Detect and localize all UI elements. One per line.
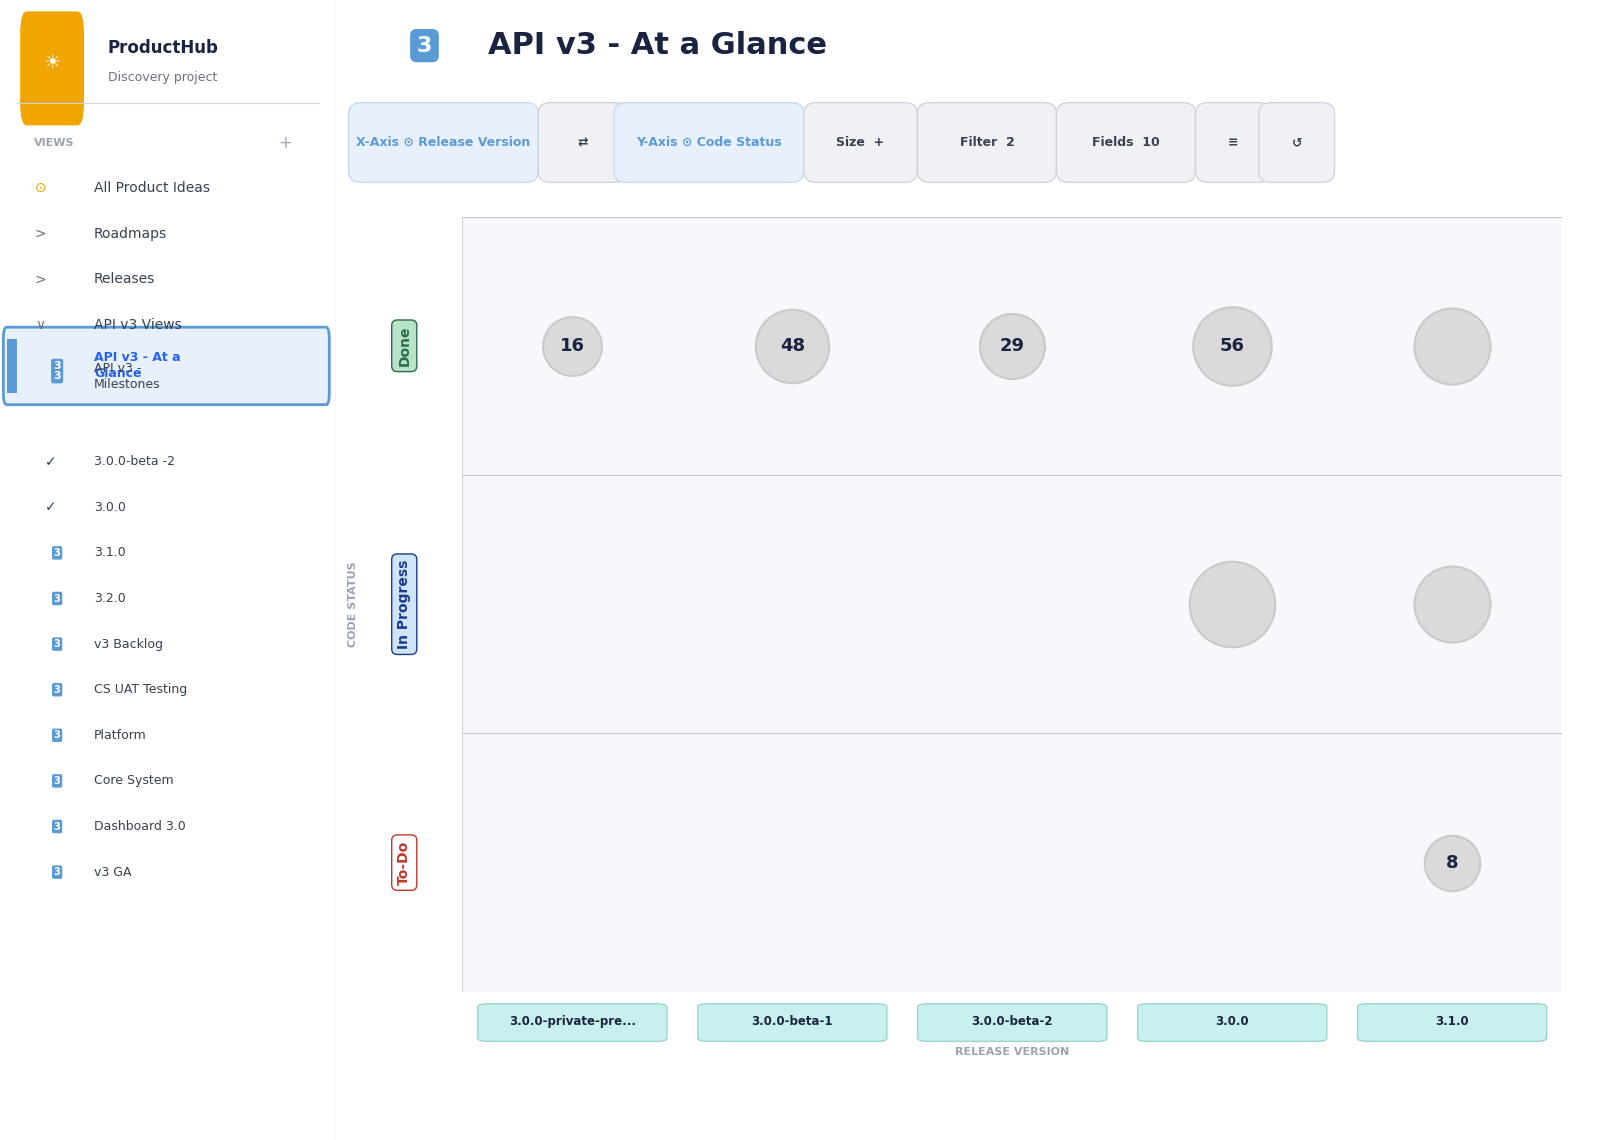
FancyBboxPatch shape <box>698 1004 886 1042</box>
FancyBboxPatch shape <box>478 1004 667 1042</box>
Text: CS UAT Testing: CS UAT Testing <box>94 683 187 697</box>
Text: 3: 3 <box>54 822 61 831</box>
Text: 3.1.0: 3.1.0 <box>94 546 126 560</box>
Text: Platform: Platform <box>94 728 147 742</box>
Text: 3: 3 <box>54 776 61 785</box>
Text: ☀: ☀ <box>43 54 61 72</box>
Text: 3.2.0: 3.2.0 <box>94 592 126 605</box>
FancyBboxPatch shape <box>6 339 16 393</box>
FancyBboxPatch shape <box>21 11 83 125</box>
FancyBboxPatch shape <box>1195 103 1272 182</box>
Text: Releases: Releases <box>94 272 155 286</box>
Text: 56: 56 <box>1219 336 1245 355</box>
Text: 16: 16 <box>560 336 586 355</box>
Text: CODE STATUS: CODE STATUS <box>349 561 358 648</box>
FancyBboxPatch shape <box>918 1004 1107 1042</box>
Point <box>1440 854 1466 872</box>
Text: ✓: ✓ <box>45 500 56 514</box>
Text: ≡: ≡ <box>1229 136 1238 149</box>
Text: API v3 - At a Glance: API v3 - At a Glance <box>488 31 827 60</box>
Text: ↺: ↺ <box>1291 136 1302 149</box>
Text: 3: 3 <box>416 35 432 56</box>
Text: 3: 3 <box>54 685 61 694</box>
Text: RELEASE VERSION: RELEASE VERSION <box>955 1047 1069 1057</box>
Text: Y-Axis ⊙ Code Status: Y-Axis ⊙ Code Status <box>637 136 782 149</box>
Text: X-Axis ⊙ Release Version: X-Axis ⊙ Release Version <box>357 136 531 149</box>
Text: 3: 3 <box>54 731 61 740</box>
Text: To-Do: To-Do <box>397 840 411 885</box>
Text: All Product Ideas: All Product Ideas <box>94 181 210 195</box>
Text: 29: 29 <box>1000 336 1024 355</box>
Text: 3.0.0-beta-1: 3.0.0-beta-1 <box>752 1015 834 1028</box>
Text: 3.0.0-beta-2: 3.0.0-beta-2 <box>971 1015 1053 1028</box>
Text: 3: 3 <box>53 372 61 381</box>
Text: API v3 - At a
Glance: API v3 - At a Glance <box>94 351 181 381</box>
Text: 3.0.0-beta -2: 3.0.0-beta -2 <box>94 455 174 469</box>
Text: Dashboard 3.0: Dashboard 3.0 <box>94 820 186 833</box>
FancyBboxPatch shape <box>1056 103 1195 182</box>
FancyBboxPatch shape <box>3 327 330 405</box>
Text: API v3 -
Milestones: API v3 - Milestones <box>94 361 160 391</box>
Text: 3: 3 <box>54 640 61 649</box>
Text: 3: 3 <box>54 868 61 877</box>
FancyBboxPatch shape <box>803 103 917 182</box>
Text: 3.0.0: 3.0.0 <box>94 500 126 514</box>
FancyBboxPatch shape <box>1259 103 1334 182</box>
Point <box>1440 595 1466 613</box>
Text: +: + <box>278 133 293 152</box>
Text: 3: 3 <box>54 548 61 557</box>
Text: v3 Backlog: v3 Backlog <box>94 637 163 651</box>
Text: 8: 8 <box>1446 854 1459 872</box>
FancyBboxPatch shape <box>1357 1004 1547 1042</box>
Point <box>1440 336 1466 355</box>
Text: ProductHub: ProductHub <box>107 39 218 57</box>
FancyBboxPatch shape <box>917 103 1056 182</box>
FancyBboxPatch shape <box>614 103 803 182</box>
FancyBboxPatch shape <box>538 103 627 182</box>
Text: 3: 3 <box>53 361 61 370</box>
Text: ⊙: ⊙ <box>35 181 46 195</box>
Point <box>779 336 805 355</box>
Text: 3: 3 <box>54 594 61 603</box>
Point <box>1000 336 1026 355</box>
Text: Roadmaps: Roadmaps <box>94 227 168 241</box>
Text: Size  +: Size + <box>837 136 885 149</box>
Point <box>560 336 586 355</box>
Text: In Progress: In Progress <box>397 560 411 649</box>
Point <box>1219 595 1245 613</box>
Text: API v3 Views: API v3 Views <box>94 318 182 332</box>
Text: 48: 48 <box>779 336 805 355</box>
Text: >: > <box>35 272 46 286</box>
Text: ✓: ✓ <box>45 455 56 469</box>
Text: Fields  10: Fields 10 <box>1093 136 1160 149</box>
Text: 3.0.0: 3.0.0 <box>1216 1015 1250 1028</box>
Text: Done: Done <box>397 326 411 366</box>
Text: ⇄: ⇄ <box>578 136 587 149</box>
FancyBboxPatch shape <box>349 103 538 182</box>
Text: 3.1.0: 3.1.0 <box>1435 1015 1469 1028</box>
Point <box>1219 336 1245 355</box>
FancyBboxPatch shape <box>1138 1004 1326 1042</box>
Text: 3.0.0-private-pre...: 3.0.0-private-pre... <box>509 1015 635 1028</box>
Text: Discovery project: Discovery project <box>107 71 218 84</box>
Text: Core System: Core System <box>94 774 174 788</box>
Text: Filter  2: Filter 2 <box>960 136 1014 149</box>
Text: >: > <box>35 227 46 241</box>
Text: v3 GA: v3 GA <box>94 865 131 879</box>
Text: VIEWS: VIEWS <box>34 138 74 147</box>
Text: ∨: ∨ <box>35 318 45 332</box>
